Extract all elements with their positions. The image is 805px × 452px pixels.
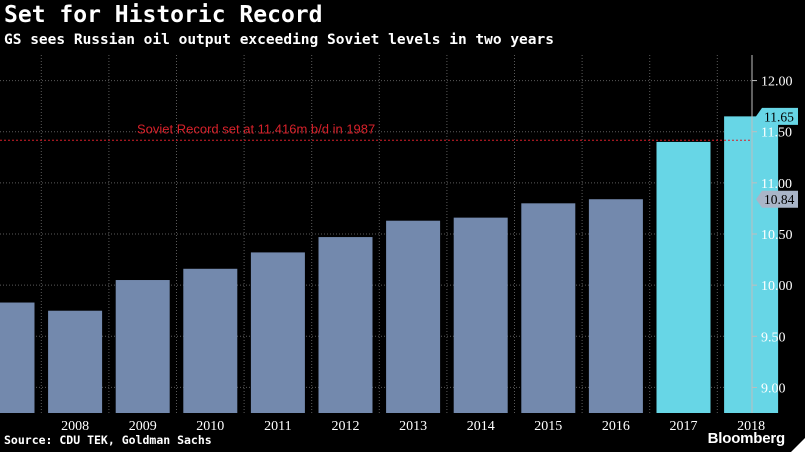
bar [48, 310, 103, 413]
x-tick-label: 2008 [61, 419, 89, 430]
bar [588, 199, 643, 413]
x-tick-label: 2010 [196, 419, 224, 430]
y-tick-label: 9.00 [761, 381, 786, 396]
corner-triangle-icon [791, 438, 805, 452]
bar [656, 141, 711, 413]
value-callout-label: 11.65 [764, 109, 794, 124]
bar [453, 217, 508, 413]
x-tick-label: 2014 [467, 419, 495, 430]
value-callout-tag [756, 107, 798, 125]
value-callout-tag [756, 190, 798, 208]
y-tick-label: 10.00 [761, 279, 793, 294]
y-tick-label: 12.00 [761, 75, 793, 90]
bar-chart: 2008 2009 2010 2011 2012 2013 2014 2015 2016 2017… [0, 55, 798, 430]
bar [250, 252, 305, 413]
x-tick-label: 2016 [602, 419, 630, 430]
x-tick-label: 2013 [399, 419, 427, 430]
x-tick-label: 2012 [332, 419, 360, 430]
bar [521, 203, 576, 413]
x-tick-label: 2011 [264, 419, 291, 430]
value-callout-label: 10.84 [764, 192, 795, 207]
y-tick-label: 11.50 [761, 126, 792, 141]
chart-subtitle: GS sees Russian oil output exceeding Sov… [4, 32, 554, 48]
bloomberg-logo: Bloomberg [707, 430, 786, 447]
y-tick-label: 9.50 [761, 330, 786, 345]
bar [318, 237, 373, 413]
bar [724, 116, 779, 413]
bar [386, 220, 441, 413]
reference-line-label: Soviet Record set at 11.416m b/d in 1987 [137, 121, 375, 136]
bar [0, 302, 35, 413]
bar [115, 280, 170, 413]
x-tick-label: 2018 [737, 419, 765, 430]
x-tick-label: 2017 [670, 419, 698, 430]
x-tick-label: 2015 [534, 419, 562, 430]
y-tick-label: 11.00 [761, 177, 792, 192]
y-tick-label: 10.50 [761, 228, 793, 243]
chart-title: Set for Historic Record [4, 2, 323, 28]
x-tick-label: 2009 [129, 419, 157, 430]
source-note: Source: CDU TEK, Goldman Sachs [4, 433, 212, 447]
bar [183, 268, 238, 413]
